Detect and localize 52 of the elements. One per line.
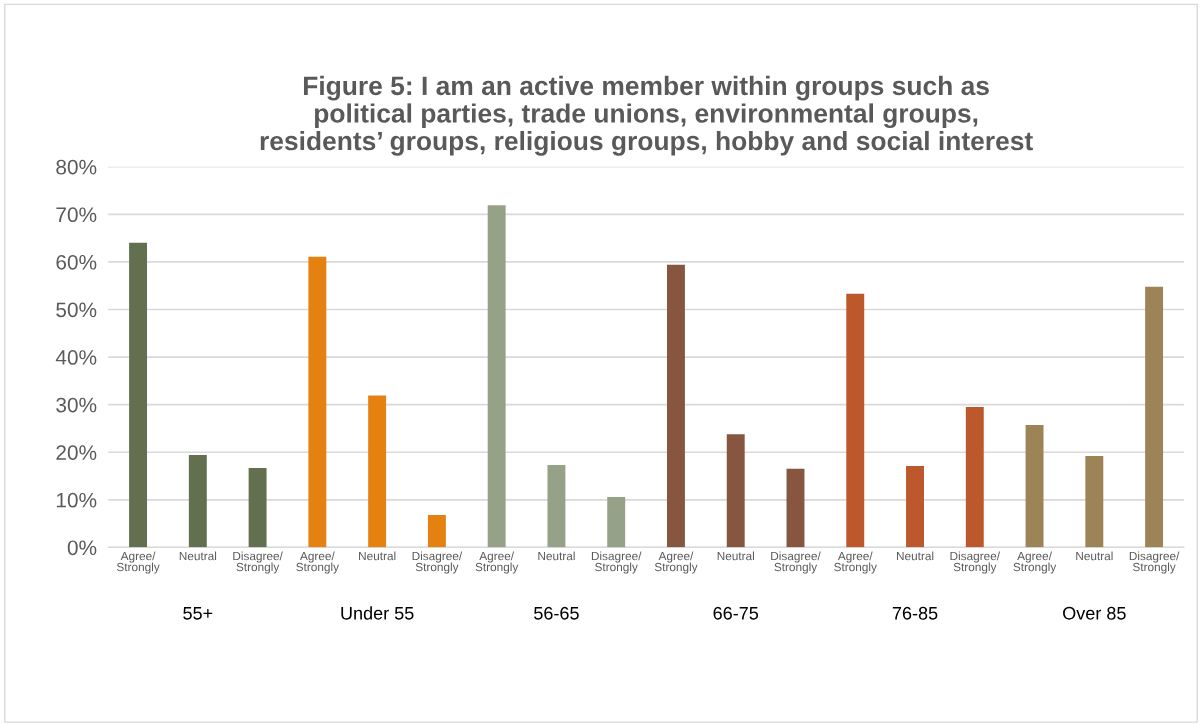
x-tick-label: Neutral [359, 551, 396, 561]
x-tick-label: Agree/ Strongly [1013, 551, 1057, 574]
x-tick-label: Disagree/ Strongly [1129, 551, 1180, 574]
bar [607, 496, 626, 548]
x-tick-label: Agree/ Strongly [834, 551, 877, 574]
bar [547, 465, 566, 548]
x-tick-label: Neutral [538, 551, 575, 561]
y-tick-label: 20% [56, 445, 97, 460]
bar [1085, 456, 1104, 548]
x-tick-label: Agree/ Strongly [654, 551, 698, 574]
x-tick-label: Disagree/ Strongly [233, 551, 283, 574]
x-tick-label: Agree/ Strongly [296, 551, 339, 574]
x-tick-label: Disagree/ Strongly [771, 551, 821, 574]
text: 55+ [183, 607, 213, 620]
x-tick-label: Neutral [179, 551, 217, 561]
y-tick-label: 60% [56, 254, 97, 270]
x-tick-label: Neutral [1076, 551, 1113, 561]
y-tick-label: 80% [56, 159, 97, 175]
text: Under 55 [341, 606, 414, 620]
bar [188, 455, 207, 548]
x-tick-label: Agree/ Strongly [475, 551, 519, 574]
text: 76-85 [892, 606, 938, 620]
y-tick-label: 50% [56, 302, 97, 318]
bar [666, 264, 685, 548]
y-tick-label: 40% [55, 350, 97, 365]
bar [248, 467, 267, 548]
y-tick-label: 0% [67, 540, 97, 556]
bar [906, 466, 924, 548]
bar [846, 293, 865, 548]
bar [129, 242, 148, 548]
bar [965, 407, 984, 548]
x-tick-label: Disagree/ Strongly [591, 551, 642, 574]
bar [487, 205, 506, 548]
text: Over 85 [1063, 606, 1126, 620]
y-tick-label: 30% [56, 397, 97, 413]
bar [726, 434, 745, 548]
x-tick-label: Disagree/ Strongly [950, 551, 1001, 574]
y-tick-label: 10% [56, 492, 97, 508]
bar [1145, 286, 1164, 548]
text: 56-65 [534, 606, 579, 620]
text: 66-75 [713, 606, 759, 620]
bar [308, 256, 327, 548]
chart-title: Figure 5: I am an active member within groups such as political parties, trade unions, environmental groups, residents’ groups, religious groups, hobby and social interest [260, 75, 1033, 156]
bar [427, 515, 446, 548]
bar [368, 395, 387, 548]
x-tick-label: Disagree/ Strongly [412, 551, 463, 574]
bar [786, 468, 805, 548]
x-tick-label: Neutral [896, 551, 934, 561]
bar [1025, 425, 1044, 548]
x-tick-label: Neutral [717, 551, 754, 561]
y-tick-label: 70% [56, 207, 97, 223]
x-tick-label: Agree/ Strongly [116, 551, 160, 574]
